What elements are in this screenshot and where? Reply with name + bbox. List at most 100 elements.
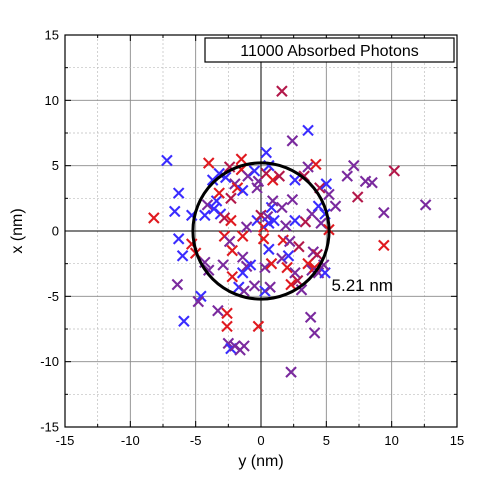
data-point-mark <box>172 233 185 245</box>
data-point-mark <box>210 195 223 207</box>
data-point-mark <box>259 261 271 274</box>
data-point <box>172 187 185 199</box>
data-point <box>266 174 279 186</box>
data-point <box>276 252 288 265</box>
x-tick-label: 10 <box>384 433 398 448</box>
data-point-mark <box>222 337 235 350</box>
y-tick-label: 15 <box>45 28 59 43</box>
data-point-mark <box>266 174 279 186</box>
data-point <box>221 307 233 320</box>
data-point <box>289 174 301 186</box>
data-point-mark <box>218 212 231 224</box>
data-point-mark <box>311 248 323 261</box>
data-point <box>351 191 364 203</box>
data-point <box>226 244 239 257</box>
data-point <box>213 187 225 199</box>
x-tick-labels: -15 -10 -5 0 5 10 15 <box>56 433 465 448</box>
data-point-mark <box>199 209 211 222</box>
data-point <box>302 257 314 270</box>
data-point <box>236 230 249 243</box>
data-point <box>311 248 323 261</box>
data-point <box>323 188 335 201</box>
data-point <box>276 85 288 97</box>
data-point-mark <box>273 170 286 182</box>
data-point-mark <box>268 214 280 227</box>
data-point-mark <box>236 230 249 243</box>
data-point <box>302 124 314 137</box>
data-point-mark <box>263 217 275 229</box>
data-point <box>289 267 301 279</box>
data-point <box>264 281 276 293</box>
data-point <box>257 233 270 245</box>
data-point-mark <box>226 244 239 257</box>
data-point <box>218 212 231 224</box>
y-tick-label: -10 <box>40 354 59 369</box>
data-point <box>366 176 378 189</box>
data-point-mark <box>293 240 305 253</box>
data-point-mark <box>276 252 288 265</box>
data-point-mark <box>329 200 342 212</box>
data-point <box>252 320 265 333</box>
x-tick-label: -10 <box>121 433 140 448</box>
data-point-mark <box>302 124 314 137</box>
data-point-mark <box>240 221 253 233</box>
data-point <box>223 235 236 248</box>
data-point-mark <box>351 191 364 203</box>
data-points <box>148 85 432 378</box>
data-point <box>260 146 273 159</box>
x-tick-label: 5 <box>323 433 330 448</box>
data-point-mark <box>248 165 261 177</box>
x-tick-label: -5 <box>190 433 202 448</box>
data-point-mark <box>235 153 248 165</box>
data-point <box>202 157 215 169</box>
data-point <box>266 195 279 207</box>
data-point <box>235 153 248 165</box>
y-tick-label: 10 <box>45 93 59 108</box>
data-point <box>212 304 224 317</box>
data-point-mark <box>378 206 390 219</box>
data-point <box>176 250 189 262</box>
data-point <box>378 206 390 219</box>
data-point <box>341 170 354 182</box>
data-point <box>291 274 304 287</box>
data-point-mark <box>266 195 279 207</box>
data-point <box>388 165 401 177</box>
data-point-mark <box>320 178 333 190</box>
data-point <box>217 259 229 271</box>
data-point-mark <box>238 340 250 352</box>
data-point-mark <box>286 135 299 147</box>
data-point-mark <box>285 278 297 291</box>
y-tick-label: -15 <box>40 420 59 435</box>
data-point <box>308 327 321 339</box>
data-point <box>304 311 317 324</box>
data-point-mark <box>302 161 314 173</box>
data-point-mark <box>289 214 301 227</box>
data-point <box>329 200 342 212</box>
data-point-mark <box>178 315 190 327</box>
data-point-mark <box>212 304 224 317</box>
data-point <box>199 209 211 222</box>
data-point <box>419 199 432 211</box>
data-point-mark <box>252 320 265 333</box>
data-point <box>238 285 250 297</box>
data-point-mark <box>419 199 432 211</box>
data-point <box>171 278 184 291</box>
data-point <box>178 315 190 327</box>
data-point-mark <box>308 327 321 339</box>
data-point <box>231 182 244 194</box>
y-tick-label: -5 <box>47 289 59 304</box>
data-point <box>285 366 297 378</box>
data-point-mark <box>238 285 250 297</box>
data-point-mark <box>323 188 335 201</box>
data-point-mark <box>221 307 233 320</box>
data-point <box>281 261 293 274</box>
data-point <box>285 278 297 291</box>
data-point <box>236 184 249 197</box>
data-point-mark <box>291 274 304 287</box>
data-point-mark <box>280 219 292 232</box>
data-point-mark <box>304 311 317 324</box>
data-point-mark <box>223 235 236 248</box>
data-point-mark <box>276 201 288 214</box>
data-point-mark <box>310 158 322 171</box>
